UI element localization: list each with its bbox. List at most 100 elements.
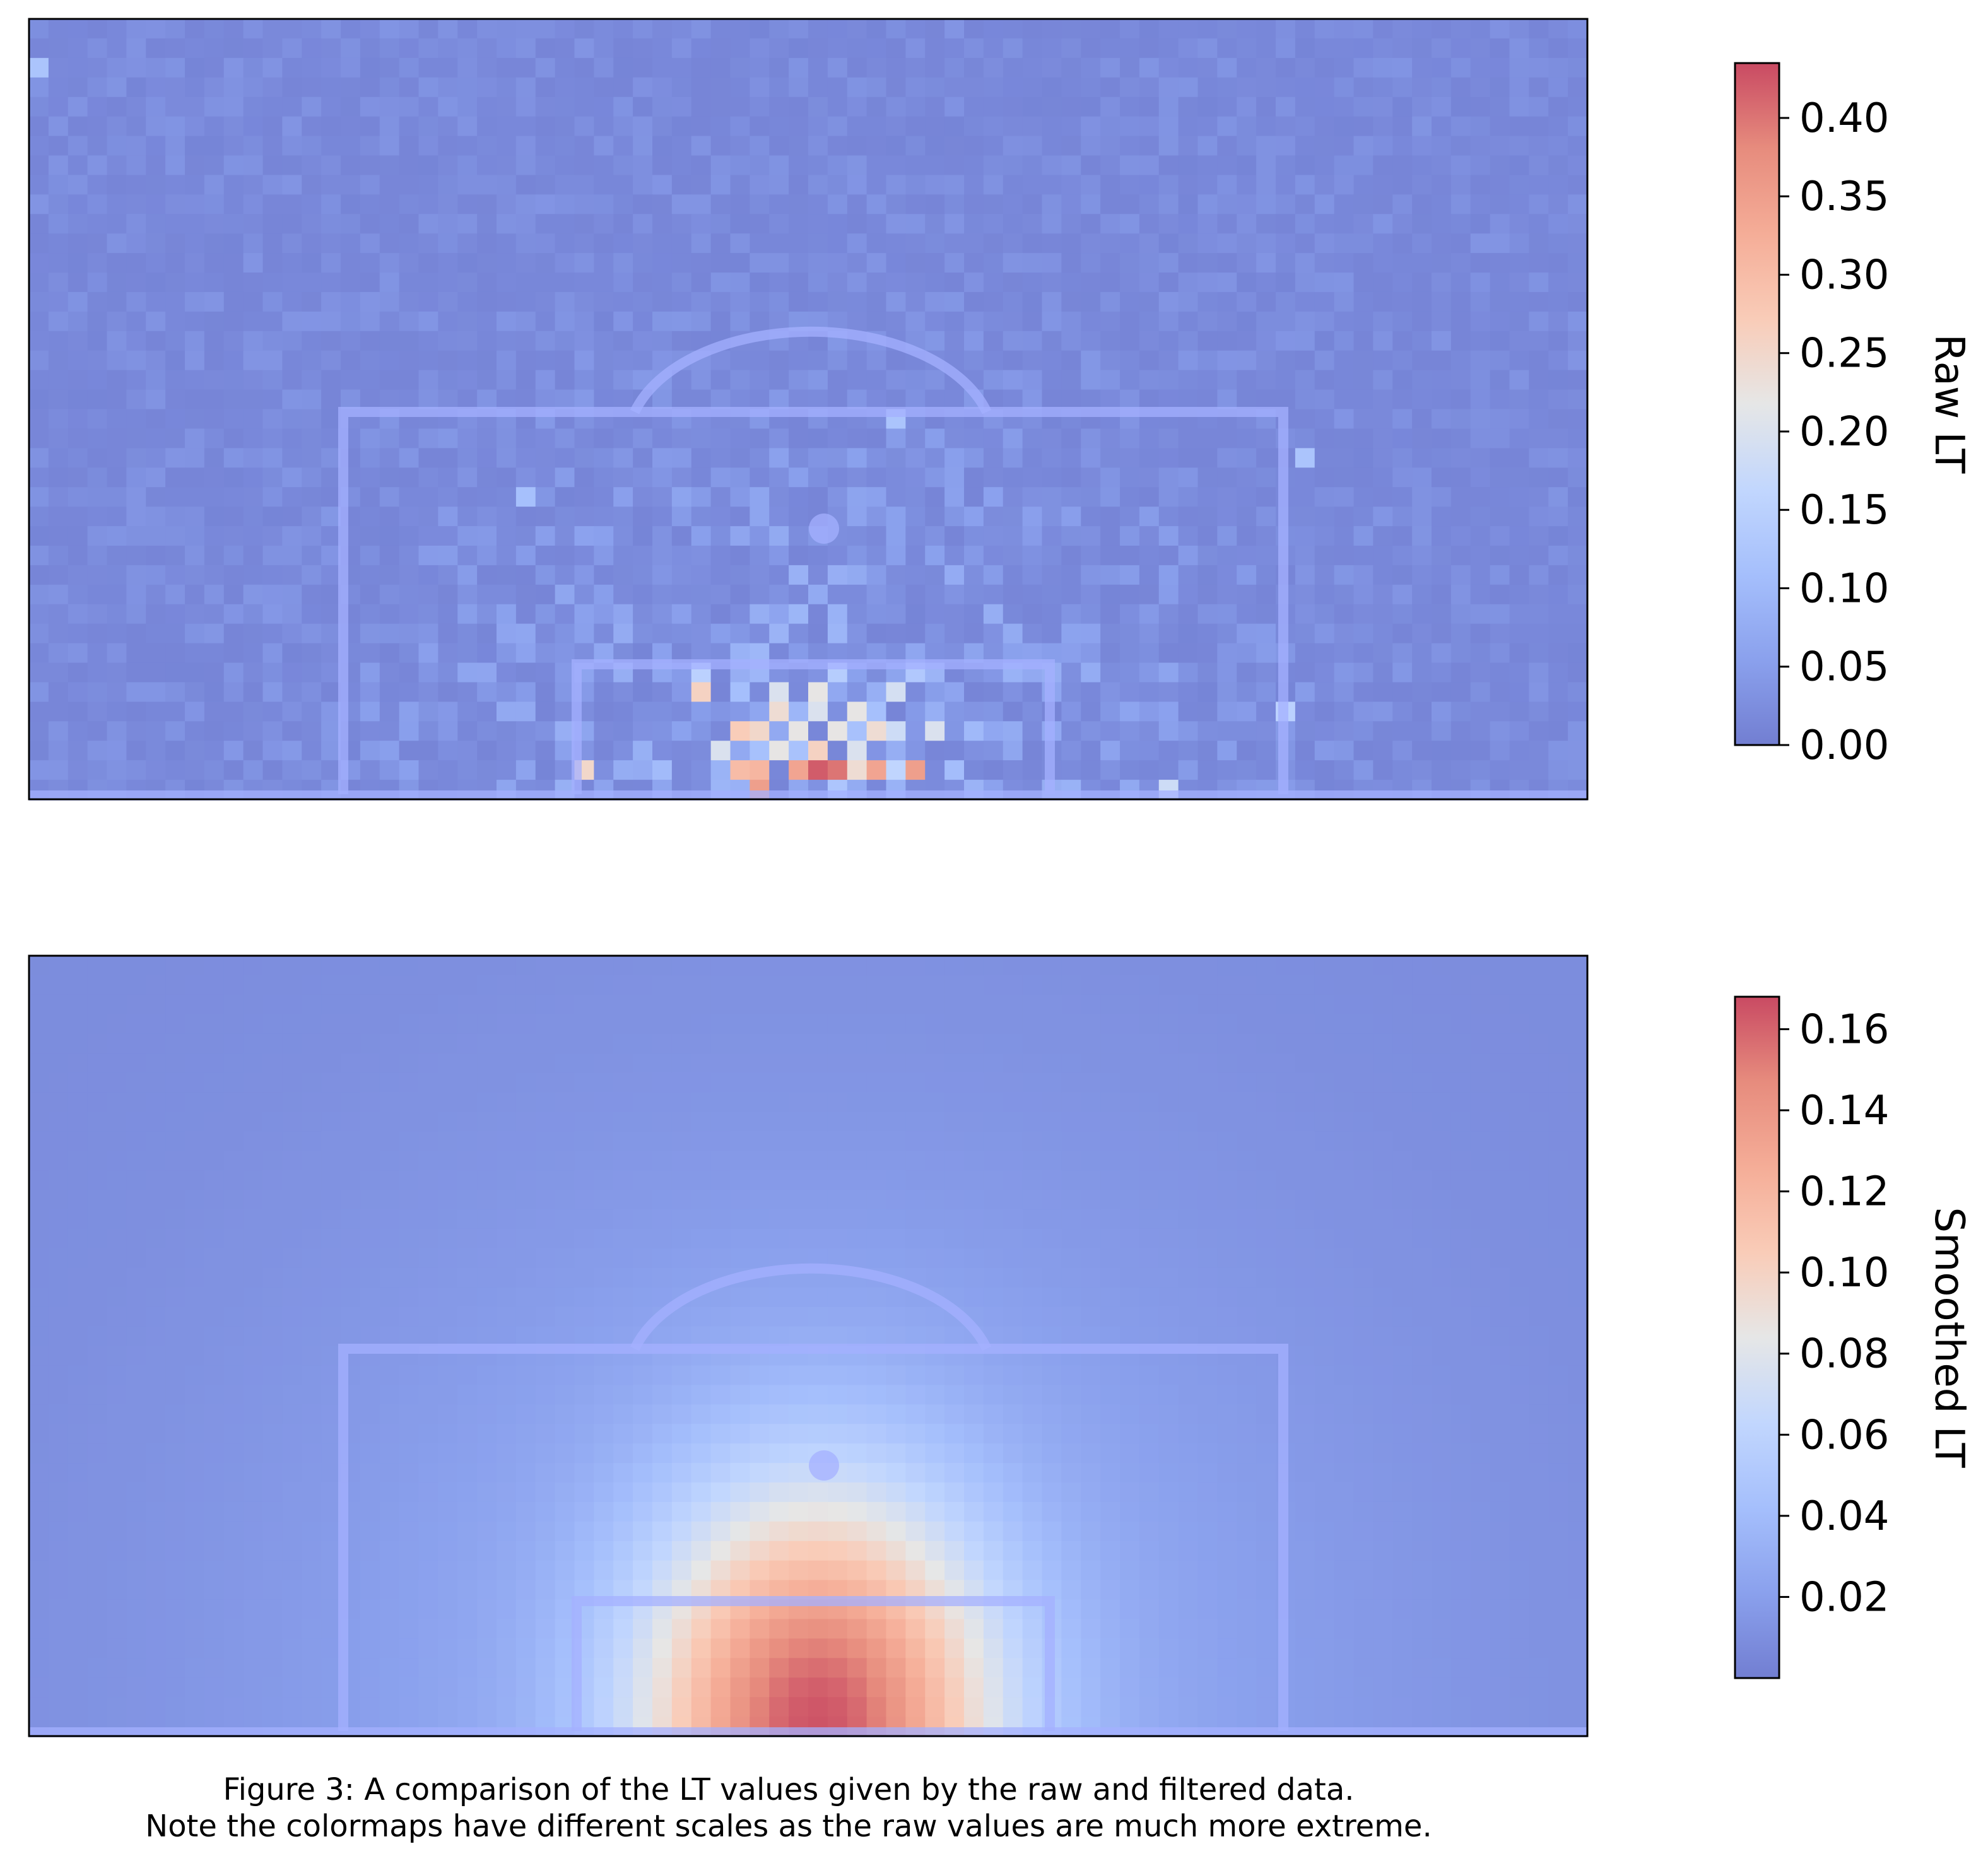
heatmap-cell xyxy=(769,702,789,722)
heatmap-cell xyxy=(457,19,478,39)
heatmap-cell xyxy=(1450,741,1471,761)
heatmap-cell xyxy=(808,1112,828,1132)
heatmap-cell xyxy=(1022,467,1043,488)
heatmap-cell xyxy=(535,1190,556,1210)
heatmap-cell xyxy=(223,975,244,995)
heatmap-cell xyxy=(321,409,341,430)
heatmap-cell xyxy=(1139,565,1160,585)
heatmap-cell xyxy=(925,214,945,234)
heatmap-cell xyxy=(243,565,264,585)
heatmap-cell xyxy=(652,1365,673,1385)
heatmap-cell xyxy=(1237,136,1257,156)
heatmap-cell xyxy=(1003,1033,1023,1054)
heatmap-cell xyxy=(750,467,770,488)
heatmap-cell xyxy=(1158,702,1179,722)
heatmap-cell xyxy=(1490,1170,1510,1190)
heatmap-cell xyxy=(1061,760,1081,780)
heatmap-cell xyxy=(1237,428,1257,449)
heatmap-cell xyxy=(1548,136,1568,156)
heatmap-cell xyxy=(1081,643,1101,664)
heatmap-cell xyxy=(1178,565,1199,585)
heatmap-cell xyxy=(1568,233,1588,254)
heatmap-cell xyxy=(1470,994,1491,1015)
heatmap-cell xyxy=(769,273,789,293)
heatmap-cell xyxy=(457,467,478,488)
heatmap-cell xyxy=(1100,57,1120,78)
heatmap-cell xyxy=(1529,19,1549,39)
heatmap-cell xyxy=(1412,623,1432,644)
heatmap-cell xyxy=(827,1131,848,1151)
heatmap-cell xyxy=(1217,662,1237,683)
heatmap-cell xyxy=(1276,389,1296,410)
heatmap-cell xyxy=(438,643,458,664)
heatmap-cell xyxy=(633,175,653,195)
heatmap-cell xyxy=(165,331,185,351)
heatmap-cell xyxy=(925,253,945,273)
heatmap-cell xyxy=(1081,350,1101,371)
heatmap-cell xyxy=(1276,331,1296,351)
heatmap-cell xyxy=(827,1287,848,1308)
heatmap-cell xyxy=(633,760,653,780)
heatmap-cell xyxy=(710,1287,731,1308)
heatmap-cell xyxy=(1392,77,1413,98)
heatmap-cell xyxy=(1334,741,1355,761)
heatmap-cell xyxy=(1042,604,1062,625)
heatmap-cell xyxy=(360,331,380,351)
heatmap-cell xyxy=(983,1209,1004,1230)
heatmap-cell xyxy=(1158,741,1179,761)
heatmap-cell xyxy=(68,57,88,78)
heatmap-cell xyxy=(146,1112,166,1132)
heatmap-cell xyxy=(1353,1014,1373,1035)
heatmap-cell xyxy=(866,311,887,332)
heatmap-cell xyxy=(126,526,146,546)
heatmap-cell xyxy=(1470,273,1491,293)
heatmap-cell xyxy=(1529,38,1549,59)
heatmap-cell xyxy=(535,350,556,371)
heatmap-cell xyxy=(594,1151,614,1171)
heatmap-cell xyxy=(399,565,420,585)
heatmap-cell xyxy=(165,1190,185,1210)
heatmap-cell xyxy=(691,1209,712,1230)
heatmap-cell xyxy=(769,604,789,625)
heatmap-cell xyxy=(574,38,594,59)
heatmap-cell xyxy=(457,175,478,195)
heatmap-cell xyxy=(48,1209,69,1230)
heatmap-cell xyxy=(866,1326,887,1347)
heatmap-cell xyxy=(1139,682,1160,702)
heatmap-cell xyxy=(1120,623,1140,644)
heatmap-cell xyxy=(1490,155,1510,175)
heatmap-cell xyxy=(710,77,731,98)
heatmap-cell xyxy=(671,1151,692,1171)
heatmap-cell xyxy=(944,291,965,312)
heatmap-cell xyxy=(769,487,789,507)
heatmap-cell xyxy=(1158,545,1179,566)
heatmap-cell xyxy=(1139,136,1160,156)
heatmap-cell xyxy=(574,97,594,117)
heatmap-cell xyxy=(983,370,1004,390)
heatmap-cell xyxy=(243,409,264,430)
heatmap-cell xyxy=(1334,1112,1355,1132)
heatmap-cell xyxy=(1490,1092,1510,1112)
heatmap-cell xyxy=(574,975,594,995)
heatmap-cell xyxy=(497,702,517,722)
heatmap-cell xyxy=(574,311,594,332)
heatmap-cell xyxy=(1197,155,1218,175)
heatmap-cell xyxy=(750,116,770,137)
heatmap-cell xyxy=(1217,1267,1237,1288)
heatmap-cell xyxy=(126,662,146,683)
heatmap-cell xyxy=(1003,1248,1023,1269)
heatmap-cell xyxy=(1042,1151,1062,1171)
heatmap-cell xyxy=(48,682,69,702)
heatmap-cell xyxy=(1003,1170,1023,1190)
heatmap-cell xyxy=(555,253,575,273)
heatmap-cell xyxy=(1061,1248,1081,1269)
heatmap-cell xyxy=(262,1365,283,1385)
heatmap-cell xyxy=(827,214,848,234)
heatmap-cell xyxy=(710,526,731,546)
heatmap-cell xyxy=(671,565,692,585)
heatmap-cell xyxy=(710,702,731,722)
heatmap-cell xyxy=(535,291,556,312)
heatmap-cell xyxy=(1197,545,1218,566)
heatmap-cell xyxy=(146,136,166,156)
heatmap-cell xyxy=(1158,1014,1179,1035)
